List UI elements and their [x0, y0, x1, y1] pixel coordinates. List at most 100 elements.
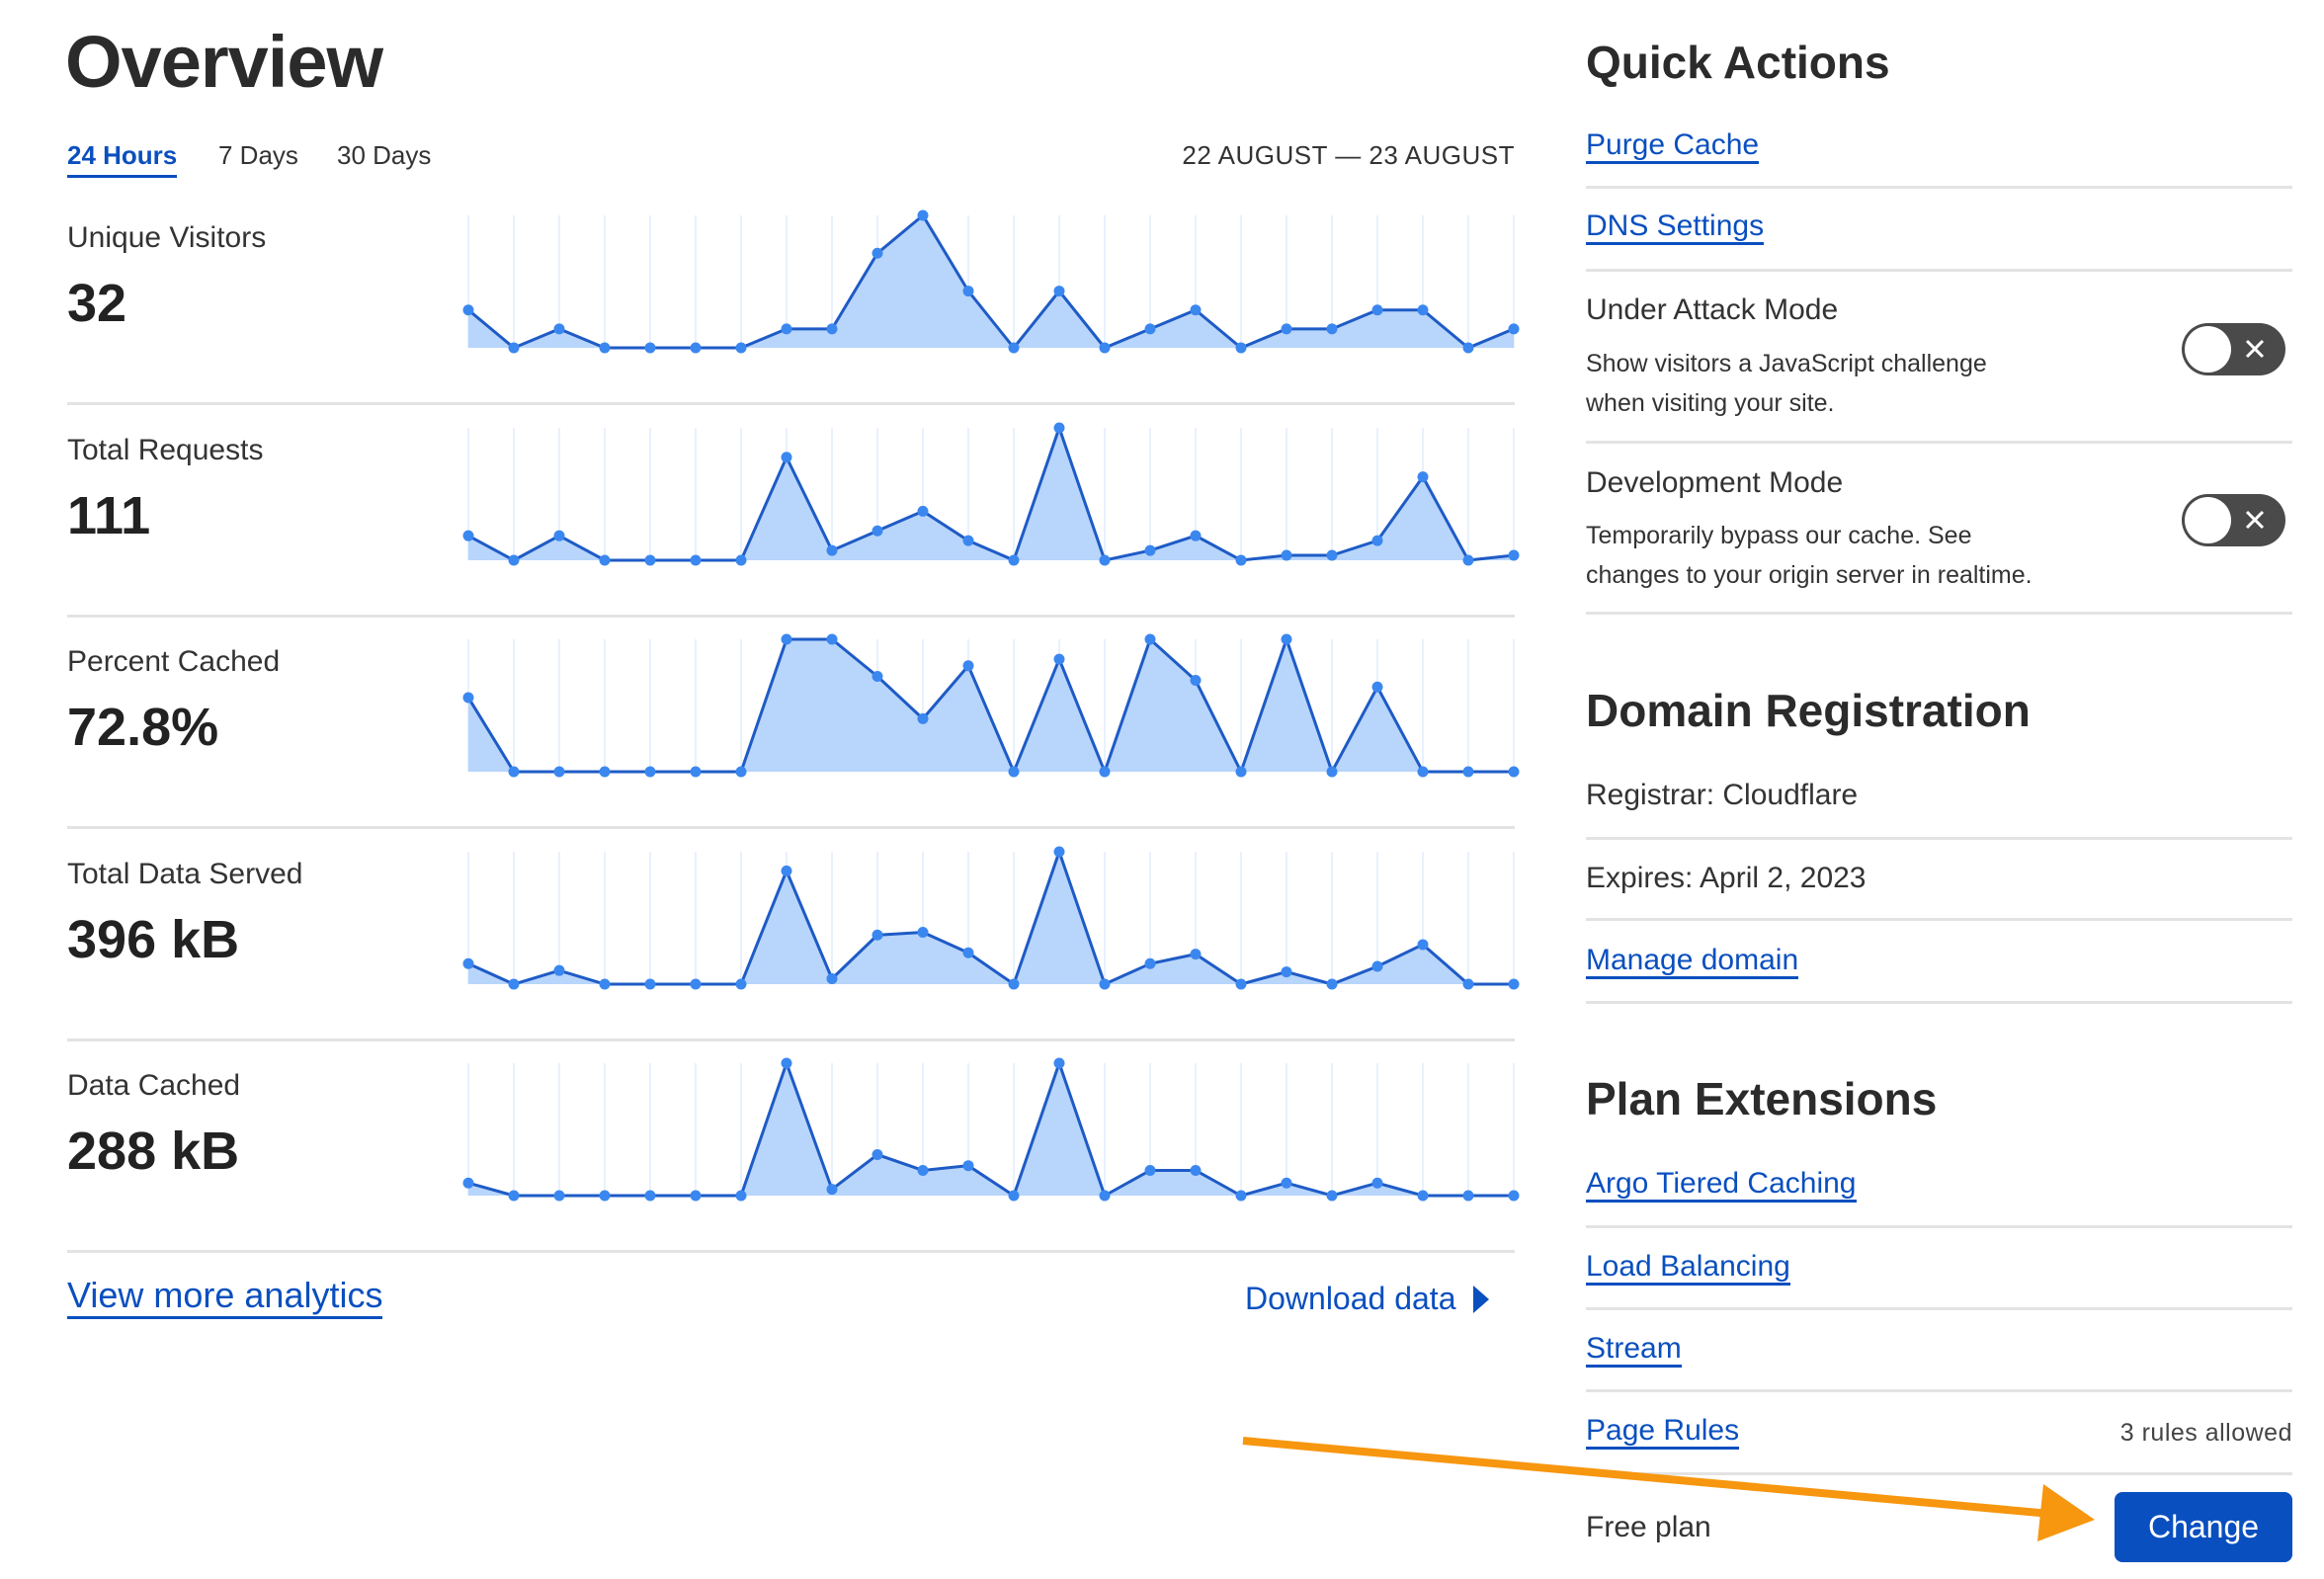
data-point: [1417, 766, 1429, 778]
data-point: [1190, 304, 1202, 316]
data-point: [1099, 766, 1111, 778]
data-point: [1462, 1190, 1474, 1202]
metric-value: 396 kB: [67, 909, 240, 969]
toggle-knob: [2185, 497, 2231, 543]
data-point: [1281, 1177, 1292, 1189]
data-point: [826, 1184, 838, 1196]
tab-30-days[interactable]: 30 Days: [337, 140, 432, 170]
data-point: [826, 633, 838, 645]
data-point: [553, 766, 565, 778]
data-point: [1053, 286, 1065, 297]
data-point: [1371, 1177, 1383, 1189]
data-point: [462, 530, 474, 541]
data-point: [508, 766, 520, 778]
data-point: [508, 342, 520, 354]
data-point: [1417, 1190, 1429, 1202]
data-point: [1053, 653, 1065, 665]
data-point: [1008, 1190, 1020, 1202]
series-line: [466, 634, 1514, 777]
data-point: [1371, 535, 1383, 546]
data-point: [1508, 766, 1520, 778]
series-line: [467, 212, 1515, 351]
page-rules-note: 3 rules allowed: [2119, 1419, 2292, 1447]
data-point: [872, 525, 883, 537]
data-point: [1281, 633, 1292, 645]
data-point: [644, 342, 656, 354]
series-area: [468, 639, 1514, 772]
data-point: [735, 1190, 747, 1202]
under-attack-mode-title: Under Attack Mode: [1586, 293, 1839, 326]
data-point: [1008, 554, 1020, 565]
data-point: [1008, 342, 1020, 354]
data-point: [872, 247, 883, 259]
series-area: [468, 1063, 1514, 1196]
page-rules-link[interactable]: Page Rules: [1586, 1414, 1740, 1450]
metric-value: 111: [67, 485, 151, 545]
load-balancing-link[interactable]: Load Balancing: [1586, 1250, 1790, 1286]
development-mode-toggle[interactable]: [2182, 494, 2285, 546]
data-point: [599, 554, 611, 565]
change-plan-button[interactable]: Change: [2115, 1492, 2292, 1562]
data-point: [690, 1190, 702, 1202]
metric-label: Percent Cached: [67, 645, 281, 678]
data-point: [690, 342, 702, 354]
data-point: [462, 692, 474, 704]
metric-value: 72.8%: [67, 698, 219, 757]
manage-domain-link[interactable]: Manage domain: [1586, 944, 1799, 979]
purge-cache-link[interactable]: Purge Cache: [1586, 128, 1760, 164]
metric-row: Total Data Served 396 kB: [67, 830, 1520, 1041]
stream-link[interactable]: Stream: [1586, 1332, 1682, 1368]
metric-value: 32: [67, 274, 127, 333]
data-point: [1235, 554, 1247, 565]
divider: [1586, 1225, 2292, 1228]
data-point: [1371, 681, 1383, 693]
data-point: [1326, 978, 1338, 989]
data-point: [1144, 323, 1156, 335]
divider: [1586, 1307, 2292, 1310]
data-point: [1144, 544, 1156, 556]
sparkline-chart: [462, 1057, 1520, 1202]
tab-24-hours[interactable]: 24 Hours: [67, 140, 178, 178]
data-point: [962, 535, 974, 546]
data-point: [1508, 323, 1520, 335]
data-point: [508, 1190, 520, 1202]
data-point: [1144, 957, 1156, 969]
data-point: [1190, 530, 1202, 541]
divider: [1586, 918, 2292, 921]
divider: [1586, 186, 2292, 189]
data-point: [1235, 766, 1247, 778]
metric-row: Unique Visitors 32: [67, 194, 1520, 405]
metric-label: Total Requests: [67, 433, 264, 466]
data-point: [962, 660, 974, 672]
under-attack-mode-desc: Show visitors a JavaScript challenge whe…: [1586, 350, 1987, 417]
dns-settings-link[interactable]: DNS Settings: [1586, 209, 1765, 245]
divider: [1586, 1472, 2292, 1475]
under-attack-mode-toggle[interactable]: [2182, 323, 2285, 375]
data-point: [1508, 978, 1520, 989]
series-line: [467, 846, 1514, 986]
data-point: [1281, 549, 1292, 561]
series-area: [468, 215, 1514, 348]
data-point: [735, 342, 747, 354]
data-point: [781, 323, 792, 335]
data-point: [1326, 323, 1338, 335]
metric-value: 288 kB: [67, 1122, 240, 1181]
toggle-knob: [2185, 326, 2231, 373]
data-point: [644, 978, 656, 989]
date-range: 22 AUGUST — 23 AUGUST: [1182, 140, 1515, 170]
data-point: [1462, 766, 1474, 778]
data-point: [1417, 304, 1429, 316]
data-point: [553, 323, 565, 335]
data-point: [690, 978, 702, 989]
download-data-button[interactable]: Download data: [1245, 1281, 1490, 1317]
view-more-analytics-link[interactable]: View more analytics: [67, 1275, 383, 1319]
argo-tiered-caching-link[interactable]: Argo Tiered Caching: [1586, 1167, 1857, 1203]
close-icon: [2245, 339, 2265, 359]
tab-7-days[interactable]: 7 Days: [218, 140, 298, 170]
data-point: [1326, 766, 1338, 778]
data-point: [462, 957, 474, 969]
data-point: [644, 1190, 656, 1202]
data-point: [553, 1190, 565, 1202]
quick-actions-heading: Quick Actions: [1586, 37, 1890, 88]
domain-registration-heading: Domain Registration: [1586, 685, 2031, 736]
